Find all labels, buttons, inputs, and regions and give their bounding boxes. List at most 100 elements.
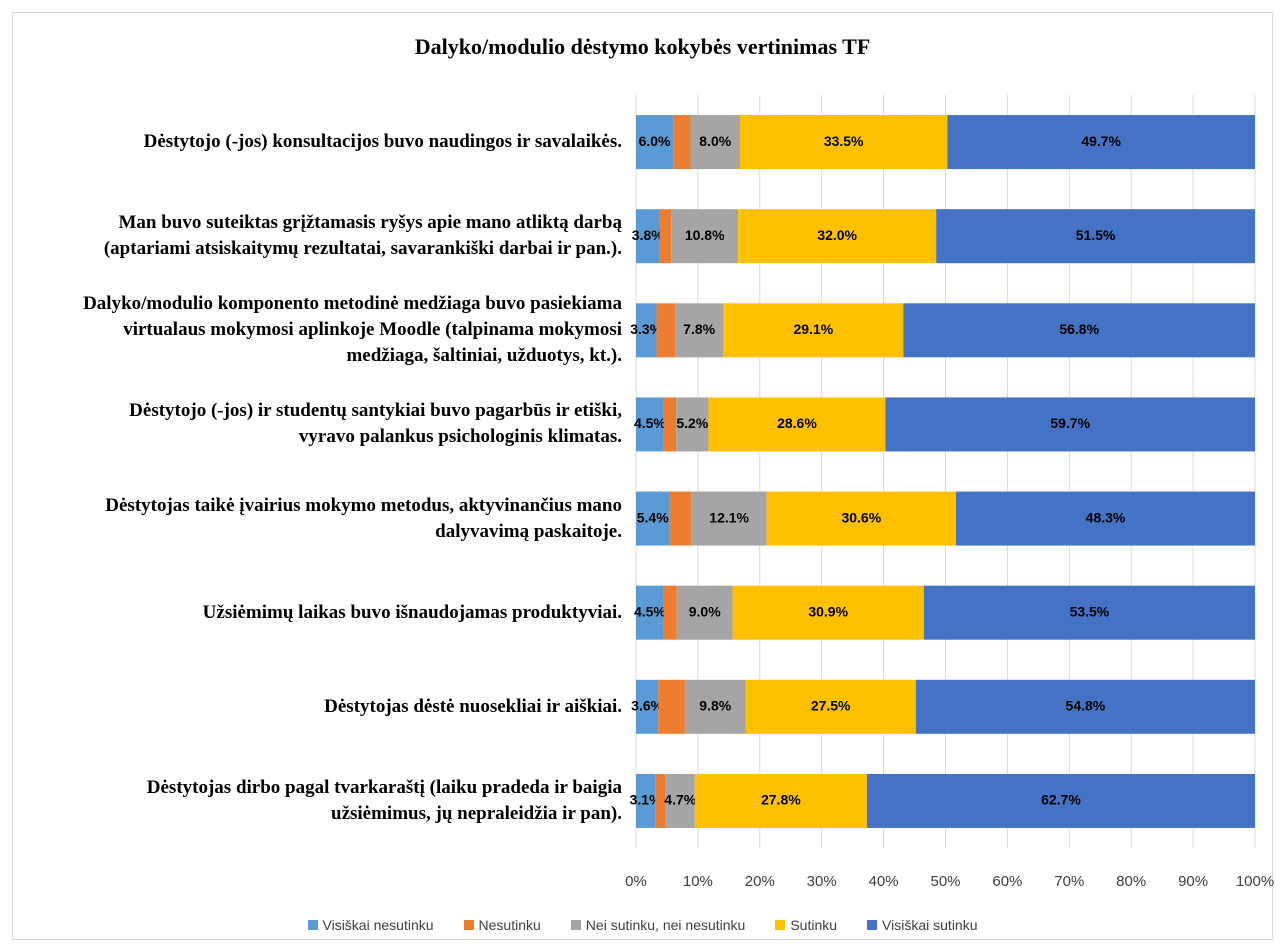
bar-segment bbox=[636, 397, 664, 452]
legend-item: Visiškai nesutinku bbox=[307, 917, 434, 933]
data-label: 59.7% bbox=[1050, 415, 1090, 431]
data-label: 7.8% bbox=[683, 321, 715, 337]
bar-segment bbox=[658, 679, 685, 734]
bar-segment bbox=[956, 491, 1255, 546]
bar-segment bbox=[636, 679, 659, 734]
bar-segment bbox=[690, 115, 740, 170]
bar-segment bbox=[738, 209, 937, 264]
bar-segment bbox=[947, 115, 1255, 170]
bar-segment bbox=[676, 397, 709, 452]
x-tick-label: 30% bbox=[807, 873, 837, 890]
x-tick-label: 100% bbox=[1236, 873, 1274, 890]
bar-segment bbox=[694, 773, 867, 828]
bar-segment bbox=[708, 397, 886, 452]
chart-frame bbox=[12, 12, 1273, 940]
legend-swatch bbox=[307, 920, 318, 930]
legend-label: Sutinku bbox=[790, 917, 838, 933]
chart-title: Dalyko/modulio dėstymo kokybės vertinima… bbox=[414, 34, 871, 59]
data-label: 3.8% bbox=[632, 227, 664, 243]
data-label: 56.8% bbox=[1059, 321, 1099, 337]
data-label: 4.5% bbox=[634, 603, 666, 619]
x-tick-label: 80% bbox=[1116, 873, 1146, 890]
data-label: 4.5% bbox=[634, 415, 666, 431]
category-label: Dalyko/modulio komponento metodinė medži… bbox=[83, 293, 622, 367]
data-label: 54.8% bbox=[1066, 698, 1106, 714]
data-label: 3.3% bbox=[630, 321, 662, 337]
legend-label: Nesutinku bbox=[478, 917, 541, 933]
bar-segment bbox=[684, 679, 746, 734]
legend-swatch bbox=[775, 920, 786, 930]
legend: Visiškai nesutinku Nesutinku Nei sutinku, … bbox=[0, 917, 1285, 933]
legend-label: Visiškai sutinku bbox=[882, 917, 978, 933]
bar-segment bbox=[676, 585, 733, 640]
bar-segment bbox=[655, 773, 666, 828]
x-tick-label: 40% bbox=[869, 873, 899, 890]
bar-segment bbox=[691, 491, 767, 546]
x-tick-label: 0% bbox=[625, 873, 647, 890]
bar-segment bbox=[885, 397, 1255, 452]
bar-segment bbox=[663, 397, 677, 452]
data-label: 5.4% bbox=[637, 509, 669, 525]
data-label: 3.6% bbox=[631, 698, 663, 714]
bar-segment bbox=[636, 115, 674, 170]
data-label: 32.0% bbox=[817, 227, 857, 243]
bar-segment bbox=[659, 209, 672, 264]
x-tick-label: 70% bbox=[1054, 873, 1084, 890]
category-label: Dėstytojo (-jos) ir studentų santykiai b… bbox=[129, 400, 622, 448]
legend-swatch bbox=[570, 920, 581, 930]
legend-item: Sutinku bbox=[775, 917, 837, 933]
data-label: 3.1% bbox=[630, 792, 662, 808]
bar-segment bbox=[915, 679, 1255, 734]
data-label: 12.1% bbox=[709, 509, 749, 525]
bar-segment bbox=[636, 585, 664, 640]
legend-swatch bbox=[463, 920, 474, 930]
data-label: 9.8% bbox=[699, 698, 731, 714]
data-label: 30.9% bbox=[808, 603, 848, 619]
data-label: 10.8% bbox=[685, 227, 725, 243]
bar-segment bbox=[636, 209, 660, 264]
x-tick-label: 60% bbox=[992, 873, 1022, 890]
category-label: Dėstytojo (-jos) konsultacijos buvo naud… bbox=[143, 131, 622, 153]
bar-segment bbox=[636, 773, 656, 828]
bar-segment bbox=[923, 585, 1255, 640]
bar-segment bbox=[745, 679, 916, 734]
bar-segment bbox=[732, 585, 924, 640]
data-label: 62.7% bbox=[1041, 792, 1081, 808]
x-tick-label: 20% bbox=[745, 873, 775, 890]
data-label: 29.1% bbox=[793, 321, 833, 337]
x-tick-label: 50% bbox=[930, 873, 960, 890]
bar-segment bbox=[739, 115, 948, 170]
bar-segment bbox=[674, 303, 724, 358]
legend-swatch bbox=[867, 920, 878, 930]
legend-item: Nei sutinku, nei nesutinku bbox=[570, 917, 746, 933]
legend-item: Visiškai sutinku bbox=[867, 917, 978, 933]
data-label: 33.5% bbox=[824, 133, 864, 149]
bar-segment bbox=[656, 303, 675, 358]
legend-item: Nesutinku bbox=[463, 917, 541, 933]
legend-label: Visiškai nesutinku bbox=[322, 917, 434, 933]
legend-label: Nei sutinku, nei nesutinku bbox=[585, 917, 746, 933]
bar-segment bbox=[663, 585, 677, 640]
bar-segment bbox=[866, 773, 1255, 828]
data-label: 5.2% bbox=[676, 415, 708, 431]
data-label: 48.3% bbox=[1086, 509, 1126, 525]
data-label: 30.6% bbox=[841, 509, 881, 525]
data-label: 51.5% bbox=[1076, 227, 1116, 243]
category-label: Man buvo suteiktas grįžtamasis ryšys api… bbox=[103, 212, 622, 260]
data-label: 28.6% bbox=[777, 415, 817, 431]
bar-segment bbox=[673, 115, 691, 170]
bar-segment bbox=[636, 303, 657, 358]
category-label: Dėstytojas dėstė nuosekliai ir aiškiai. bbox=[324, 695, 622, 717]
category-label: Užsiėmimų laikas buvo išnaudojamas produ… bbox=[202, 601, 622, 623]
bar-segment bbox=[936, 209, 1255, 264]
category-label: Dėstytojas taikė įvairius mokymo metodus… bbox=[105, 494, 622, 542]
data-label: 27.8% bbox=[761, 792, 801, 808]
category-label: Dėstytojas dirbo pagal tvarkaraštį (laik… bbox=[146, 776, 622, 824]
data-label: 8.0% bbox=[699, 133, 731, 149]
data-label: 9.0% bbox=[689, 603, 721, 619]
x-tick-label: 90% bbox=[1178, 873, 1208, 890]
bar-segment bbox=[665, 773, 695, 828]
data-label: 53.5% bbox=[1070, 603, 1110, 619]
bar-segment bbox=[903, 303, 1255, 358]
